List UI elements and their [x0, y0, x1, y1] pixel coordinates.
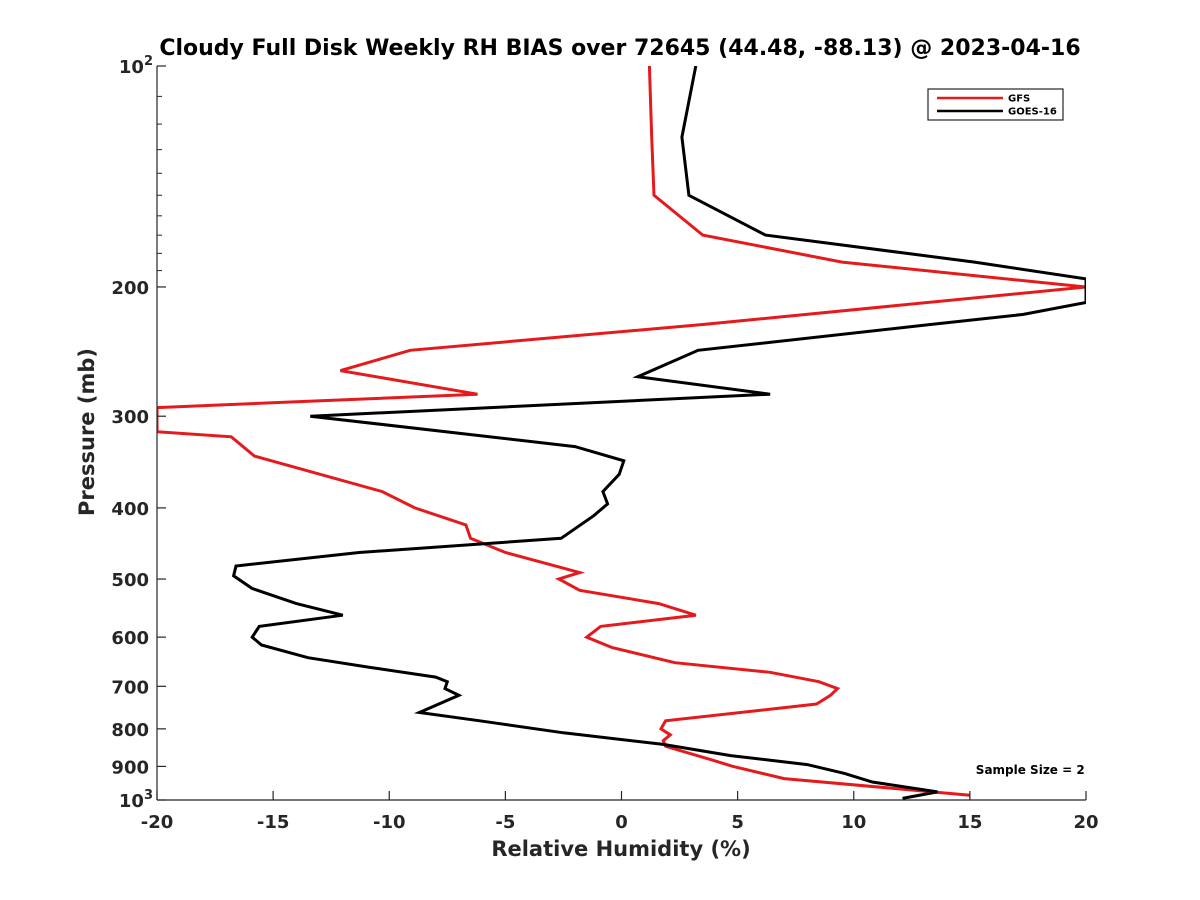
- plot-area: [157, 66, 1086, 800]
- series-line-gfs: [157, 66, 1086, 797]
- y-tick-label: 300: [111, 407, 149, 428]
- x-tick-label: -5: [495, 812, 515, 833]
- y-tick-label: 200: [111, 278, 149, 299]
- chart-title: Cloudy Full Disk Weekly RH BIAS over 726…: [159, 36, 1080, 61]
- y-tick-label: 102: [119, 54, 153, 78]
- x-tick-label: -15: [257, 812, 290, 833]
- x-tick-label: -10: [373, 812, 406, 833]
- x-tick-label: -20: [141, 812, 174, 833]
- series-line-goes-16: [231, 66, 1086, 800]
- y-tick-label: 900: [111, 757, 149, 778]
- legend-box: [927, 88, 1064, 121]
- sample-size-annotation: Sample Size = 2: [976, 763, 1085, 777]
- x-tick-label: 10: [841, 812, 866, 833]
- y-tick-label: 500: [111, 570, 149, 591]
- x-tick-label: 0: [615, 812, 628, 833]
- x-tick-label: 20: [1073, 812, 1098, 833]
- y-axis-label: Pressure (mb): [75, 348, 99, 516]
- legend-label-goes-16: GOES-16: [1008, 107, 1057, 118]
- y-tick-label: 600: [111, 628, 149, 649]
- axes: -20 -15 -10 -5 0 5 10 15 20 102 200 300 400 500 600 700…: [111, 54, 1098, 833]
- y-tick-label: 700: [111, 677, 149, 698]
- legend-label-gfs: GFS: [1008, 94, 1030, 105]
- x-tick-label: 15: [957, 812, 982, 833]
- x-tick-label: 5: [731, 812, 744, 833]
- legend: GFS GOES-16: [927, 88, 1064, 121]
- y-tick-label: 103: [119, 788, 153, 812]
- x-axis-label: Relative Humidity (%): [491, 837, 750, 861]
- y-tick-label: 400: [111, 499, 149, 520]
- y-tick-label: 800: [111, 720, 149, 741]
